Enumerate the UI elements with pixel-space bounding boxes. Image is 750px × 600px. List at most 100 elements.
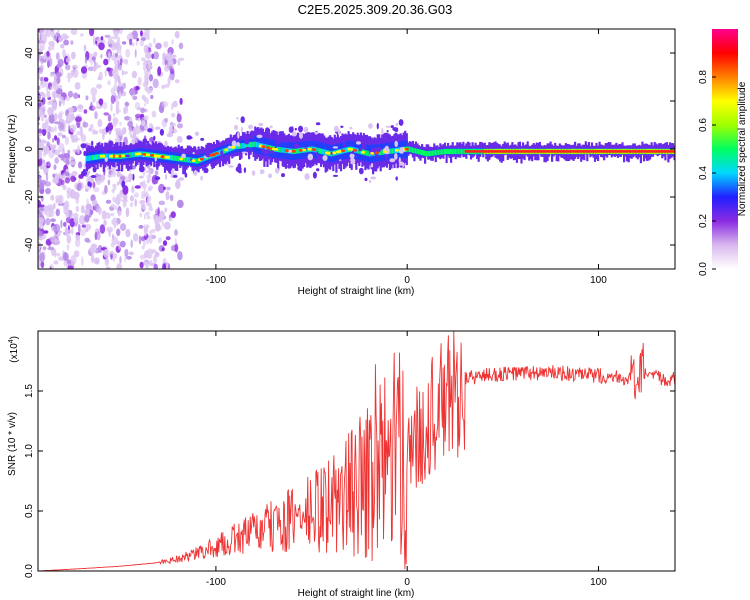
ridge-peak xyxy=(341,149,345,153)
noise-blob xyxy=(381,127,384,135)
noise-blob xyxy=(115,201,119,205)
noise-blob xyxy=(332,174,339,177)
noise-blob xyxy=(148,172,151,178)
ridge-core xyxy=(277,146,280,153)
noise-blob xyxy=(65,64,71,71)
noise-blob xyxy=(399,165,403,168)
noise-blob xyxy=(113,92,117,97)
noise-blob xyxy=(92,166,97,173)
noise-blob xyxy=(102,102,108,110)
noise-blob xyxy=(241,151,248,154)
y-tick-label: -20 xyxy=(24,189,35,204)
noise-blob xyxy=(117,55,123,59)
ridge-core xyxy=(443,149,447,155)
ridge-core xyxy=(176,155,179,162)
noise-blob xyxy=(83,150,87,156)
noise-blob xyxy=(315,122,321,126)
ridge-core xyxy=(241,143,245,149)
noise-blob xyxy=(148,234,152,238)
ridge-core xyxy=(460,148,463,155)
y-tick-label: 1.0 xyxy=(24,444,35,458)
noise-blob xyxy=(146,223,148,231)
noise-blob xyxy=(143,97,147,103)
noise-blob xyxy=(75,205,80,213)
noise-blob xyxy=(66,259,72,264)
noise-blob xyxy=(105,126,109,133)
noise-blob xyxy=(64,177,70,184)
ridge-peak xyxy=(145,153,150,157)
noise-blob xyxy=(118,43,121,48)
noise-blob xyxy=(41,195,44,202)
colorbar-tick-label: 0.2 xyxy=(698,214,709,228)
noise-blob xyxy=(333,125,339,133)
noise-blob xyxy=(118,81,123,87)
noise-blob xyxy=(237,132,240,139)
noise-blob xyxy=(106,67,111,72)
noise-blob xyxy=(118,109,121,113)
ridge-core xyxy=(251,141,254,148)
ridge-core xyxy=(281,147,284,153)
noise-blob xyxy=(83,44,87,52)
ridge-envelope xyxy=(425,144,428,156)
noise-blob xyxy=(337,129,341,136)
noise-blob xyxy=(52,101,57,111)
noise-blob xyxy=(43,205,50,211)
x-tick-label: 100 xyxy=(590,577,607,588)
noise-blob xyxy=(210,163,213,167)
noise-blob xyxy=(181,153,186,159)
ridge-core xyxy=(93,154,96,161)
noise-blob xyxy=(244,139,250,145)
ridge-envelope xyxy=(466,141,470,153)
ridge-core xyxy=(297,148,300,154)
noise-blob xyxy=(93,218,99,222)
noise-blob xyxy=(112,51,115,58)
noise-blob xyxy=(116,75,120,82)
noise-blob xyxy=(298,125,303,133)
noise-blob xyxy=(98,42,105,51)
noise-blob xyxy=(80,33,84,37)
noise-blob xyxy=(38,241,41,251)
noise-blob xyxy=(81,224,86,228)
noise-blob xyxy=(304,173,310,180)
ridge-core xyxy=(174,155,177,161)
ridge-core xyxy=(378,150,381,156)
ridge-core xyxy=(229,146,232,152)
noise-blob xyxy=(48,149,55,159)
noise-blob xyxy=(134,185,141,189)
noise-blob xyxy=(395,122,399,127)
noise-blob xyxy=(71,170,78,177)
noise-blob xyxy=(54,125,57,132)
noise-blob xyxy=(368,123,373,129)
noise-blob xyxy=(137,106,142,111)
noise-blob xyxy=(95,176,102,186)
x-tick-label: -100 xyxy=(206,577,226,588)
noise-blob xyxy=(66,234,72,244)
noise-blob xyxy=(290,126,294,133)
noise-blob xyxy=(161,247,165,252)
noise-blob xyxy=(55,252,61,257)
ridge-core xyxy=(346,147,349,153)
noise-blob xyxy=(131,139,136,145)
noise-blob xyxy=(340,125,344,128)
ridge-peak xyxy=(347,147,352,151)
ridge-peak xyxy=(284,149,289,153)
noise-blob xyxy=(62,134,66,139)
ridge-core xyxy=(107,153,110,159)
noise-blob xyxy=(89,29,95,37)
noise-blob xyxy=(92,95,96,103)
noise-blob xyxy=(127,179,132,182)
noise-blob xyxy=(142,170,146,176)
x-tick-label: 0 xyxy=(404,275,410,286)
ridge-peak xyxy=(370,152,375,155)
noise-blob xyxy=(100,36,104,41)
ridge-peak xyxy=(109,154,114,158)
noise-blob xyxy=(164,64,170,72)
noise-blob xyxy=(66,75,73,79)
noise-blob xyxy=(148,75,154,81)
noise-blob xyxy=(77,224,81,234)
noise-blob xyxy=(58,142,65,153)
noise-blob xyxy=(63,221,67,227)
noise-blob xyxy=(165,167,171,171)
ridge-core xyxy=(416,148,419,154)
noise-blob xyxy=(81,256,84,267)
